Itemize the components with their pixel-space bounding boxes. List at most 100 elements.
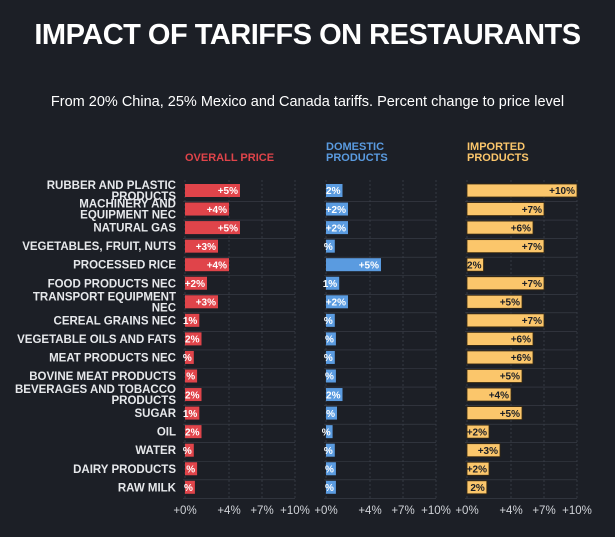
bar (326, 480, 336, 494)
bar (466, 276, 545, 291)
bar-value-label: +7% (522, 316, 542, 327)
bar-value-label: +6% (511, 353, 531, 364)
bar-value-label: % (186, 464, 195, 475)
x-tick-label: +10% (421, 505, 451, 517)
bar (185, 425, 202, 439)
bar (326, 258, 381, 272)
bar-value-label: % (184, 483, 193, 494)
bar-value-label: % (183, 446, 192, 457)
bar-value-label: +2% (467, 464, 487, 475)
bar (326, 462, 336, 476)
bar (185, 295, 218, 309)
category-label: VEGETABLE OILS AND FATS (17, 334, 176, 346)
category-label: PROCESSED RICE (73, 260, 176, 272)
bar (466, 369, 523, 383)
category-label: FOOD PRODUCTS NEC (48, 278, 176, 290)
bar-value-label: +4% (207, 260, 227, 271)
bar-value-label: +4% (207, 205, 227, 216)
category-label: NATURAL GAS (93, 223, 176, 235)
bar-value-label: +7% (522, 205, 542, 216)
bar-value-label: 2% (185, 427, 200, 438)
bar (185, 313, 200, 327)
x-tick-label: +0% (173, 505, 196, 517)
bar-value-label: +7% (522, 242, 542, 253)
bar-value-label: 2% (326, 390, 341, 401)
bar-value-label: +5% (500, 298, 520, 309)
bar-value-label: % (322, 427, 331, 438)
category-label: DAIRY PRODUCTS (73, 464, 176, 476)
bar (185, 239, 218, 253)
bar-value-label: +3% (196, 298, 216, 309)
bar (326, 184, 343, 197)
bar (466, 331, 534, 346)
x-tick-label: +10% (280, 505, 310, 517)
bar-value-label: +2% (467, 427, 487, 438)
bar (466, 424, 490, 439)
x-tick-label: +7% (391, 505, 414, 517)
x-tick-label: +0% (455, 505, 478, 517)
category-label: NEC (152, 302, 176, 314)
bar (185, 443, 194, 457)
bar-value-label: +5% (218, 186, 238, 197)
bar (326, 276, 340, 290)
bar-value-label: % (186, 372, 195, 383)
bar-value-label: 1% (183, 409, 198, 420)
x-tick-label: +7% (250, 505, 273, 517)
series-header: OVERALL PRICE (185, 152, 274, 164)
series-header: IMPORTED (467, 141, 525, 153)
series-header: PRODUCTS (326, 152, 388, 164)
x-tick-label: +4% (499, 505, 522, 517)
x-tick-label: +10% (562, 505, 592, 517)
bar (466, 202, 545, 216)
category-label: RUBBER AND PLASTIC (47, 180, 176, 192)
category-label: RAW MILK (118, 482, 177, 494)
series-header: PRODUCTS (467, 152, 529, 164)
bar-value-label: +5% (218, 223, 238, 234)
bar-value-label: % (326, 409, 335, 420)
bar-value-label: % (325, 464, 334, 475)
bar-value-label: +5% (359, 260, 379, 271)
bar (326, 369, 336, 383)
bar-value-label: 1% (323, 279, 338, 290)
category-label: EQUIPMENT NEC (80, 210, 176, 222)
bar-value-label: +2% (326, 223, 346, 234)
bar-value-label: +10% (549, 186, 575, 197)
bar (466, 239, 545, 254)
category-label: MEAT PRODUCTS NEC (49, 352, 176, 364)
page-subtitle: From 20% China, 25% Mexico and Canada ta… (50, 94, 565, 110)
bar-value-label: 2% (185, 390, 200, 401)
bar-value-label: 2% (185, 335, 200, 346)
bar (326, 406, 337, 420)
bar-value-label: % (324, 353, 333, 364)
bar-value-label: +3% (478, 446, 498, 457)
page-title: IMPACT OF TARIFFS ON RESTAURANTS (34, 19, 581, 51)
category-label: CEREAL GRAINS NEC (54, 315, 176, 327)
bar (466, 406, 523, 421)
bar (326, 443, 335, 457)
bar (326, 332, 336, 346)
bar (466, 313, 545, 328)
bar-value-label: % (324, 242, 333, 253)
bar-value-label: +5% (500, 409, 520, 420)
bar (185, 221, 240, 235)
bar-value-label: +4% (489, 390, 509, 401)
bar (326, 313, 335, 327)
bar (326, 202, 348, 216)
bar (185, 202, 229, 216)
bar (185, 184, 240, 197)
bar-value-label: +6% (511, 223, 531, 234)
bar-value-label: +2% (326, 205, 346, 216)
bar (326, 425, 333, 439)
bar-value-label: % (183, 353, 192, 364)
bar (185, 369, 198, 383)
category-label: BEVERAGES AND TOBACCO (15, 384, 176, 396)
bar (185, 406, 200, 420)
bar-value-label: +5% (500, 372, 520, 383)
bar (466, 220, 534, 235)
bar (466, 294, 523, 309)
bar-value-label: 2% (470, 483, 485, 494)
category-label: VEGETABLES, FRUIT, NUTS (22, 241, 176, 253)
x-tick-label: +7% (532, 505, 555, 517)
bar (466, 480, 488, 495)
